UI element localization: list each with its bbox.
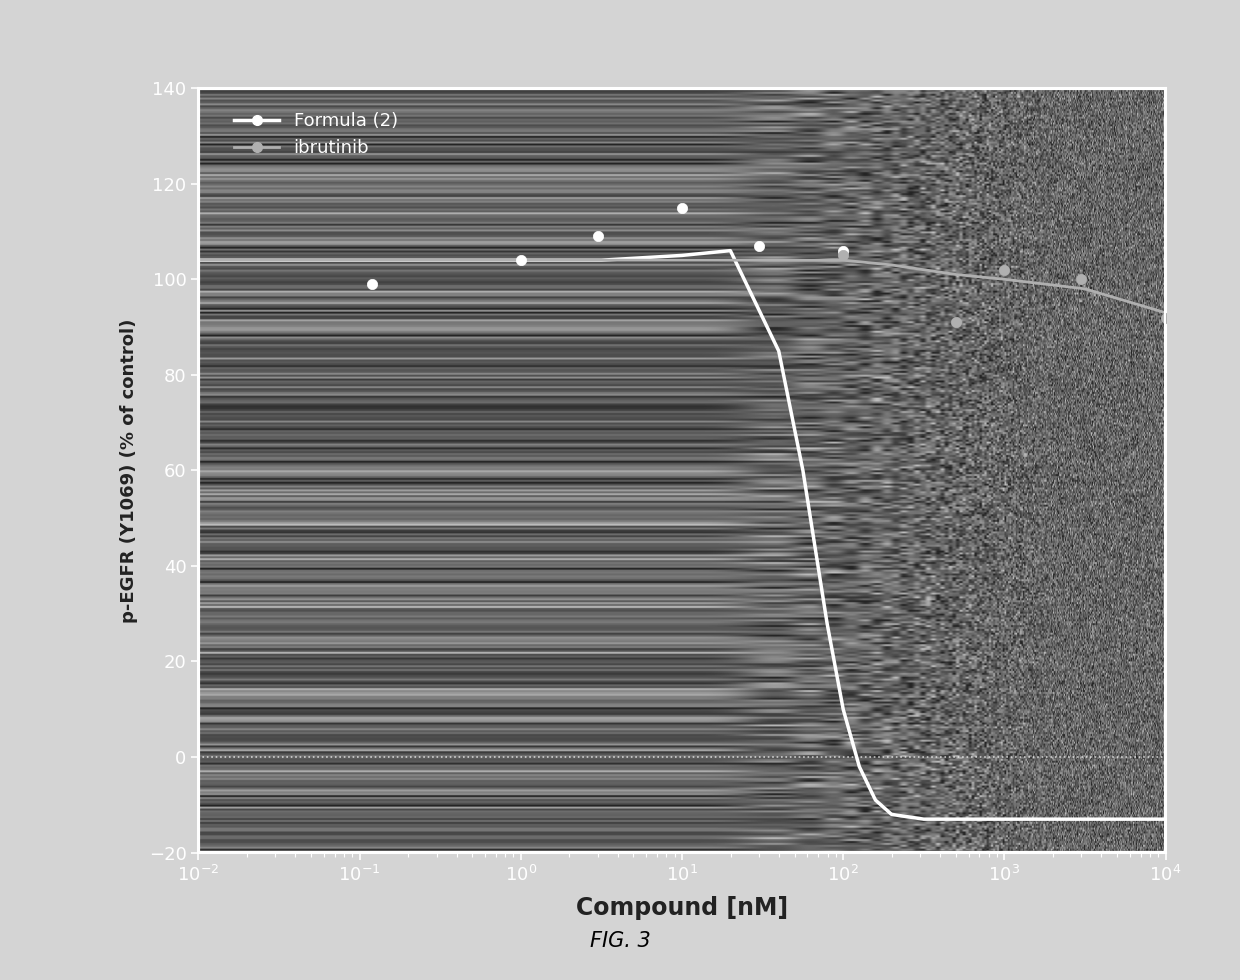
Point (511, 252, 531, 268)
Legend: Formula (2), ibrutinib: Formula (2), ibrutinib (227, 105, 405, 165)
Point (672, 200, 692, 216)
Point (833, 248, 853, 264)
Text: FIG. 3: FIG. 3 (590, 931, 650, 951)
Point (1156, 310, 1176, 325)
Point (833, 243, 853, 259)
Point (946, 315, 966, 330)
Point (588, 228, 608, 244)
Point (362, 276, 382, 292)
Point (994, 262, 1014, 277)
Point (749, 238, 769, 254)
X-axis label: Compound [nM]: Compound [nM] (575, 896, 789, 919)
Bar (198, 88, 1166, 853)
Y-axis label: p-EGFR (Y1069) (% of control): p-EGFR (Y1069) (% of control) (119, 318, 138, 622)
Point (1071, 271, 1091, 287)
